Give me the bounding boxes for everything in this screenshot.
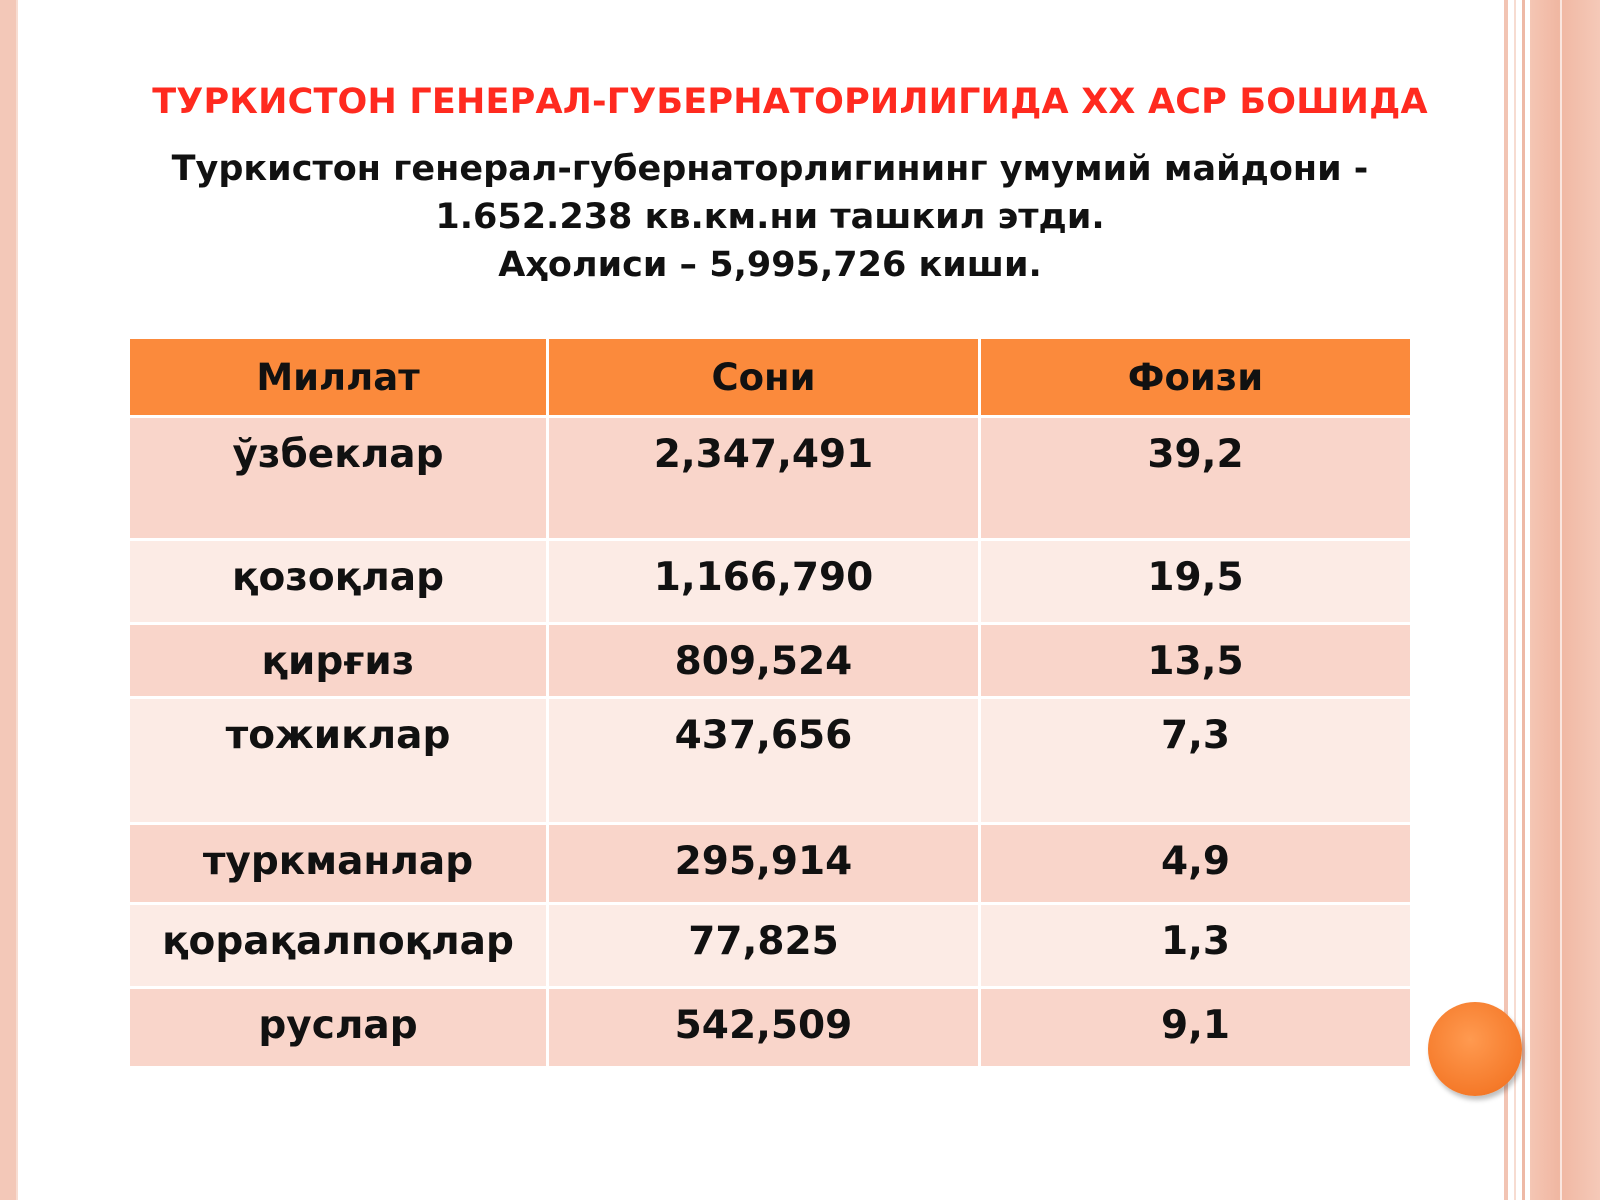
cell-count: 1,166,790 <box>546 538 981 625</box>
cell-count: 77,825 <box>546 902 981 989</box>
subtitle-line-area: Туркистон генерал-губернаторлигининг уму… <box>171 149 1369 189</box>
cell-nationality: қорақалпоқлар <box>127 902 549 989</box>
header-nationality: Миллат <box>127 336 549 418</box>
cell-nationality: туркманлар <box>127 822 549 905</box>
table-header-row: Миллат Сони Фоизи <box>127 336 1413 418</box>
cell-percent: 4,9 <box>978 822 1413 905</box>
table-row: қирғиз 809,524 13,5 <box>127 622 1413 699</box>
cell-count: 437,656 <box>546 696 981 825</box>
header-percent: Фоизи <box>978 336 1413 418</box>
right-border-line <box>1522 0 1525 1200</box>
left-border-stripe <box>0 0 16 1200</box>
cell-percent: 9,1 <box>978 986 1413 1069</box>
subtitle-line-area-value: 1.652.238 кв.км.ни ташкил этди. <box>435 197 1105 237</box>
cell-percent: 13,5 <box>978 622 1413 699</box>
table-row: қозоқлар 1,166,790 19,5 <box>127 538 1413 625</box>
left-border-line <box>16 0 18 1200</box>
right-border-line <box>1514 0 1516 1200</box>
table-row: тожиклар 437,656 7,3 <box>127 696 1413 825</box>
header-count: Сони <box>546 336 981 418</box>
right-border-band <box>1530 0 1600 1200</box>
cell-percent: 1,3 <box>978 902 1413 989</box>
table-row: ўзбеклар 2,347,491 39,2 <box>127 415 1413 541</box>
table-row: руслар 542,509 9,1 <box>127 986 1413 1069</box>
right-border-line <box>1504 0 1508 1200</box>
cell-nationality: ўзбеклар <box>127 415 549 541</box>
cell-nationality: тожиклар <box>127 696 549 825</box>
cell-nationality: қозоқлар <box>127 538 549 625</box>
cell-count: 542,509 <box>546 986 981 1069</box>
slide-subtitle: Туркистон генерал-губернаторлигининг уму… <box>100 145 1440 289</box>
cell-count: 809,524 <box>546 622 981 699</box>
population-table: Миллат Сони Фоизи ўзбеклар 2,347,491 39,… <box>127 336 1413 1069</box>
table-row: туркманлар 295,914 4,9 <box>127 822 1413 905</box>
table-row: қорақалпоқлар 77,825 1,3 <box>127 902 1413 989</box>
cell-percent: 19,5 <box>978 538 1413 625</box>
cell-percent: 7,3 <box>978 696 1413 825</box>
cell-percent: 39,2 <box>978 415 1413 541</box>
decorative-circle <box>1428 1002 1522 1096</box>
subtitle-line-population: Аҳолиси – 5,995,726 киши. <box>498 245 1042 285</box>
right-border-line <box>1560 0 1562 1200</box>
slide-title: ТУРКИСТОН ГЕНЕРАЛ-ГУБЕРНАТОРИЛИГИДА XX А… <box>152 82 1428 122</box>
cell-count: 2,347,491 <box>546 415 981 541</box>
cell-count: 295,914 <box>546 822 981 905</box>
cell-nationality: руслар <box>127 986 549 1069</box>
cell-nationality: қирғиз <box>127 622 549 699</box>
